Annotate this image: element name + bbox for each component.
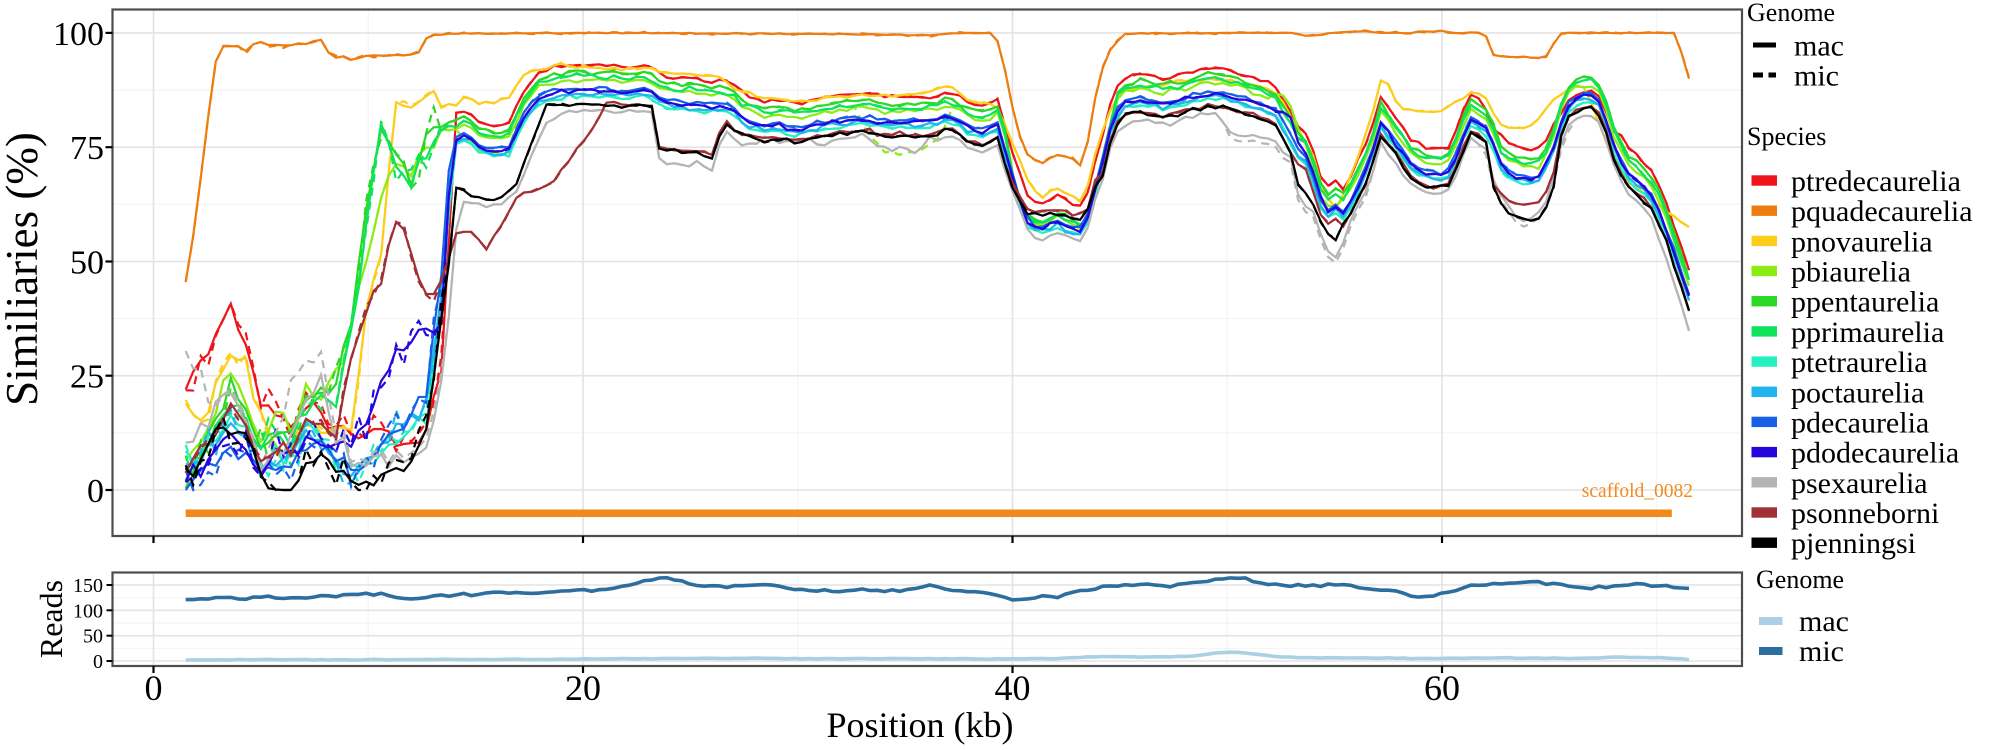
svg-text:50: 50	[83, 626, 103, 648]
svg-text:pbiaurelia: pbiaurelia	[1791, 256, 1911, 289]
svg-text:0: 0	[145, 668, 163, 708]
svg-text:20: 20	[565, 668, 601, 708]
svg-text:mic: mic	[1794, 60, 1839, 93]
svg-text:pprimaurelia: pprimaurelia	[1791, 316, 1944, 349]
svg-text:Genome: Genome	[1756, 565, 1844, 594]
svg-text:Genome: Genome	[1747, 0, 1835, 27]
svg-text:pjenningsi: pjenningsi	[1791, 527, 1916, 560]
svg-text:50: 50	[70, 245, 104, 282]
svg-text:75: 75	[70, 130, 104, 167]
svg-text:ptetraurelia: ptetraurelia	[1791, 346, 1928, 379]
svg-text:pnovaurelia: pnovaurelia	[1791, 225, 1933, 258]
svg-text:Similiaries (%): Similiaries (%)	[0, 132, 47, 406]
svg-text:0: 0	[87, 473, 104, 510]
svg-text:scaffold_0082: scaffold_0082	[1582, 481, 1693, 502]
svg-text:pdodecaurelia: pdodecaurelia	[1791, 437, 1959, 470]
svg-text:150: 150	[73, 575, 103, 597]
svg-text:mic: mic	[1799, 635, 1844, 668]
svg-text:60: 60	[1424, 668, 1460, 708]
svg-text:psonneborni: psonneborni	[1791, 497, 1939, 530]
svg-text:poctaurelia: poctaurelia	[1791, 376, 1924, 409]
svg-text:100: 100	[73, 600, 103, 622]
svg-text:Species: Species	[1747, 122, 1826, 151]
svg-text:40: 40	[995, 668, 1031, 708]
svg-text:Reads: Reads	[33, 580, 69, 658]
svg-text:Position (kb): Position (kb)	[826, 705, 1013, 745]
svg-text:pdecaurelia: pdecaurelia	[1791, 406, 1929, 439]
svg-text:mac: mac	[1794, 30, 1844, 63]
svg-text:pquadecaurelia: pquadecaurelia	[1791, 195, 1973, 228]
svg-text:psexaurelia: psexaurelia	[1791, 467, 1928, 500]
svg-text:25: 25	[70, 359, 104, 396]
svg-text:mac: mac	[1799, 605, 1849, 638]
svg-text:100: 100	[53, 16, 104, 53]
svg-text:ptredecaurelia: ptredecaurelia	[1791, 165, 1961, 198]
svg-text:ppentaurelia: ppentaurelia	[1791, 286, 1939, 319]
svg-text:0: 0	[93, 651, 103, 673]
